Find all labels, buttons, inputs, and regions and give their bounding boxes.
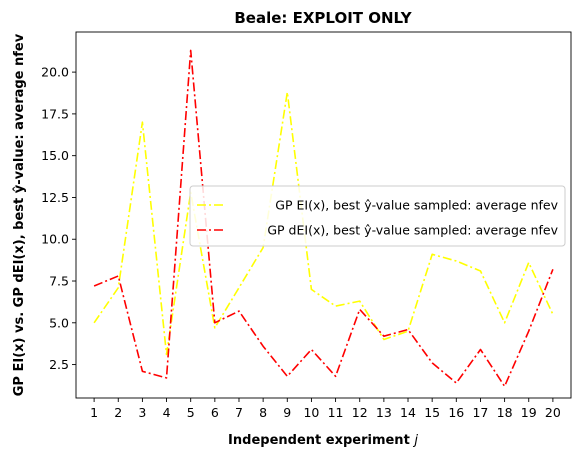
legend-label-1: GP EI(x), best ŷ-value sampled: average … (275, 198, 558, 213)
x-tick-label: 19 (521, 405, 537, 420)
legend-label-2: GP dEI(x), best ŷ-value sampled: average… (267, 223, 558, 238)
x-tick-label: 3 (138, 405, 146, 420)
chart-title: Beale: EXPLOIT ONLY (234, 9, 412, 27)
x-tick-label: 4 (163, 405, 171, 420)
x-tick-label: 5 (187, 405, 195, 420)
x-tick-label: 8 (259, 405, 267, 420)
x-tick-label: 17 (472, 405, 488, 420)
x-tick-label: 7 (235, 405, 243, 420)
x-tick-label: 10 (303, 405, 319, 420)
y-tick-label: 12.5 (41, 190, 69, 205)
y-tick-label: 2.5 (49, 357, 69, 372)
y-tick-label: 5.0 (49, 315, 69, 330)
x-tick-label: 14 (400, 405, 416, 420)
x-axis-label: Independent experiment j (228, 433, 418, 448)
series-line-2 (93, 49, 554, 388)
x-tick-label: 20 (545, 405, 561, 420)
x-tick-label: 2 (114, 405, 122, 420)
y-ticks: 2.5 5.0 7.5 10.0 12.5 15.0 17.5 20.0 (41, 65, 76, 372)
x-tick-label: 12 (352, 405, 368, 420)
series-layer (93, 49, 554, 388)
plot-frame (75, 31, 572, 399)
y-tick-label: 20.0 (41, 65, 69, 80)
x-tick-label: 16 (448, 405, 464, 420)
x-axis-label-main: Independent experiment (228, 433, 414, 448)
x-ticks: 1 2 3 4 5 6 7 8 9 10 11 12 13 14 15 16 17 18 19 20 (90, 398, 561, 420)
y-tick-label: 7.5 (49, 274, 69, 289)
x-tick-label: 15 (424, 405, 440, 420)
series-line-1 (93, 91, 554, 356)
legend-box (189, 185, 566, 247)
y-tick-label: 10.0 (41, 232, 69, 247)
x-tick-label: 6 (211, 405, 219, 420)
x-tick-label: 18 (497, 405, 513, 420)
y-tick-label: 15.0 (41, 148, 69, 163)
x-tick-label: 11 (328, 405, 344, 420)
x-axis-label-var: j (412, 433, 418, 448)
x-tick-label: 9 (283, 405, 291, 420)
y-tick-label: 17.5 (41, 106, 69, 121)
y-axis-label: GP EI(x) vs. GP dEI(x), best ŷ-value: av… (12, 33, 27, 396)
legend: GP EI(x), best ŷ-value sampled: average … (189, 185, 566, 247)
x-tick-label: 1 (90, 405, 98, 420)
x-tick-label: 13 (376, 405, 392, 420)
